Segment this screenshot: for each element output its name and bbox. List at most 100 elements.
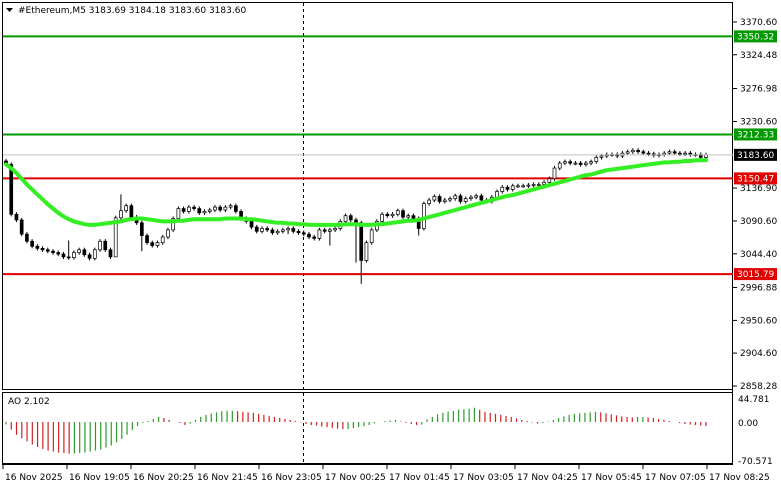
- candle-body: [87, 254, 92, 259]
- candle-body: [406, 215, 411, 218]
- candle-body: [683, 152, 687, 155]
- candle-body: [437, 196, 442, 202]
- price-tick-label: 3090.60: [740, 217, 777, 227]
- candle-body: [296, 230, 301, 234]
- candle-body: [223, 206, 228, 211]
- candle-body: [30, 240, 34, 247]
- candle-body: [552, 167, 557, 180]
- awesome-oscillator-histogram: [5, 407, 707, 454]
- candle-body: [448, 198, 452, 201]
- candle-body: [61, 253, 66, 258]
- candle-body: [584, 162, 588, 165]
- candle-body: [254, 226, 259, 232]
- candle-body: [171, 218, 176, 231]
- candle-body: [317, 229, 322, 239]
- candle-body: [380, 213, 384, 222]
- candle-body: [14, 213, 19, 221]
- candle-body: [98, 240, 102, 251]
- price-tick-label: 3230.60: [740, 117, 777, 127]
- candle-body: [646, 152, 651, 155]
- candle-body: [181, 208, 186, 212]
- time-tick-label: 17 Nov 07:05: [645, 473, 706, 483]
- candle-body: [458, 195, 463, 202]
- candle-body: [343, 215, 348, 222]
- candle-body: [322, 229, 327, 232]
- support-resistance-levels: 3350.32 3212.33 3150.47 3015.79: [3, 30, 777, 281]
- candle-body: [92, 249, 97, 259]
- candle-body: [25, 233, 29, 242]
- price-tick-label: 3044.40: [740, 250, 777, 260]
- candle-body: [124, 205, 128, 212]
- candle-body: [469, 196, 473, 199]
- candle-body: [578, 162, 583, 165]
- moving-average-line: [4, 158, 708, 227]
- level-badge: [734, 128, 777, 141]
- candle-body: [103, 240, 108, 251]
- candle-body: [442, 199, 447, 202]
- candle-body: [139, 222, 144, 236]
- candle-body: [526, 184, 531, 187]
- ao-tick-top: 44.781: [738, 395, 770, 405]
- candle-body: [281, 229, 285, 232]
- price-tick-label: 3136.90: [740, 184, 777, 194]
- candle-body: [641, 151, 646, 154]
- candle-body: [249, 221, 254, 228]
- chart-title: #Ethereum,M5 3183.69 3184.18 3183.60 318…: [18, 6, 246, 16]
- candle-body: [301, 232, 306, 235]
- candle-body: [678, 152, 682, 155]
- candle-body: [40, 248, 45, 251]
- candle-body: [113, 217, 118, 258]
- candle-body: [536, 184, 541, 186]
- candle-body: [599, 155, 604, 158]
- candle-body: [129, 205, 134, 218]
- candle-body: [432, 196, 437, 201]
- main-panel-frame: [2, 2, 733, 390]
- candle-body: [510, 185, 515, 190]
- candle-body: [228, 205, 233, 208]
- time-axis-labels: 16 Nov 2025 16 Nov 19:05 16 Nov 20:25 16 No…: [2, 465, 770, 483]
- candle-body: [260, 228, 264, 232]
- price-tick-label: 2858.28: [740, 382, 777, 392]
- price-tick-label: 3370.60: [740, 18, 777, 28]
- time-tick-label: 16 Nov 21:45: [197, 473, 258, 483]
- collapse-triangle-icon[interactable]: [6, 8, 13, 12]
- candle-body: [186, 206, 191, 212]
- candle-body: [479, 195, 484, 201]
- candle-body: [307, 233, 311, 238]
- time-tick-label: 16 Nov 20:25: [133, 473, 194, 483]
- oscillator-panel-frame: [2, 392, 733, 464]
- candle-body: [291, 228, 296, 232]
- candlestick-series: [4, 148, 708, 284]
- candle-body: [474, 195, 478, 198]
- candle-body: [369, 229, 374, 244]
- candle-body: [160, 236, 165, 244]
- candle-body: [568, 161, 573, 164]
- candle-body: [573, 162, 578, 165]
- candle-body: [150, 242, 155, 246]
- candle-body: [82, 249, 87, 256]
- candle-body: [385, 213, 390, 217]
- candle-body: [636, 149, 640, 153]
- candle-body: [192, 206, 196, 209]
- candle-body: [234, 205, 238, 212]
- candle-body: [9, 164, 14, 215]
- time-tick-label: 17 Nov 08:25: [709, 473, 770, 483]
- level-label: 3150.47: [737, 174, 774, 184]
- candle-body: [197, 208, 202, 214]
- oscillator-title: AO 2.102: [8, 397, 50, 407]
- price-axis-ticks: 3370.60 3324.48 3276.98 3230.60 3136.90 3090.…: [733, 18, 777, 392]
- candle-body: [364, 242, 369, 261]
- candle-body: [531, 184, 536, 186]
- time-tick-label: 16 Nov 19:05: [69, 473, 130, 483]
- candle-body: [286, 228, 290, 231]
- current-price-badge: [734, 148, 777, 161]
- candle-body: [594, 157, 599, 163]
- time-tick-label: 17 Nov 05:45: [581, 473, 642, 483]
- candle-body: [411, 215, 416, 219]
- candle-body: [35, 245, 40, 249]
- candle-body: [516, 185, 520, 188]
- candle-body: [422, 203, 426, 229]
- candle-body: [119, 210, 123, 219]
- candle-body: [66, 256, 71, 259]
